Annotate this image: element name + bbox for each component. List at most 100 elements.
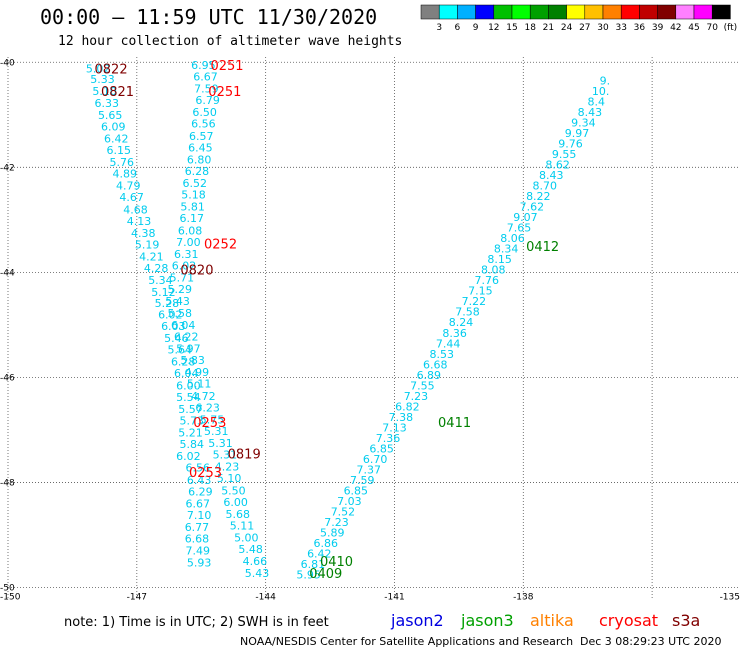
swh-value: 6.28 [185,165,210,178]
swh-value: 5.81 [180,201,205,214]
swh-value: 6.42 [307,547,332,560]
swh-value: 5.00 [234,532,259,545]
swh-value: 9.97 [565,127,590,140]
colorbar-swatch [639,4,658,20]
swh-value: 5.28 [155,297,180,310]
satellite-name: jason2 [390,611,444,630]
swh-value: 5.11 [230,520,255,533]
time-label: 0252 [204,237,237,252]
swh-value: 6.80 [187,153,212,166]
swh-value: 5.11 [187,378,212,391]
swh-value: 6.42 [104,132,129,145]
colorbar-label: 39 [652,23,664,33]
time-label: 0251 [210,59,243,74]
swh-value: 4.89 [113,168,138,181]
colorbar-label: 27 [579,23,590,33]
swh-value: 6.04 [174,367,199,380]
colorbar-label: 24 [561,23,573,33]
x-tick-label: -135 [720,592,740,602]
swh-value: 8.53 [429,348,454,361]
colorbar-label: 15 [506,23,517,33]
swh-value: 6.22 [174,330,199,343]
swh-value: 4.66 [243,555,268,568]
swh-value: 8.08 [481,264,506,277]
swh-value: 6.43 [187,474,212,487]
satellite-legend: jason2 jason3 altika cryosat s3a [390,611,700,630]
swh-value: 6.68 [185,533,210,546]
swh-value: 4.38 [131,227,156,240]
swh-value: 6.23 [195,401,220,414]
swh-value: 6.82 [395,400,420,413]
swh-value: 6.09 [101,120,126,133]
swh-value: 10. [592,85,610,98]
swh-value: 5.31 [213,449,238,462]
swh-value: 5.71 [170,272,195,285]
colorbar-label: 3 [436,23,442,33]
swh-value: 5.83 [180,354,205,367]
swh-value: 5.02 [86,63,111,76]
swh-value: 9. [600,75,611,88]
y-tick-label: -40 [0,58,15,68]
time-label: 0251 [208,85,241,100]
y-tick-label: -48 [0,478,15,488]
swh-value: 5.93 [187,556,212,569]
colorbar-swatch [511,4,531,20]
swh-value: 6.81 [301,558,326,571]
colorbar-swatch [602,4,622,20]
swh-value: 8.22 [526,190,551,203]
x-tick-label: -144 [255,592,276,602]
swh-value: 6.56 [191,118,216,131]
swh-value: 4.67 [119,191,144,204]
y-tick-label: -50 [0,583,15,593]
swh-value: 7.62 [520,201,545,214]
chart-title: 00:00 – 11:59 UTC 11/30/2020 [40,5,377,29]
swh-value: 7.13 [382,421,407,434]
swh-value: 5.29 [168,283,193,296]
swh-value: 6.02 [172,260,197,273]
swh-value: 7.55 [410,379,435,392]
time-label: 0412 [526,240,559,255]
swh-value: 5.64 [168,344,193,357]
swh-value: 7.58 [455,306,480,319]
swh-value: 7.76 [475,274,500,287]
swh-value: 6.03 [161,320,186,333]
x-tick-label: -147 [127,592,147,602]
swh-value: 5.76 [110,156,135,169]
swh-value: 7.36 [376,432,401,445]
satellite-name: s3a [672,611,700,630]
swh-value: 5.97 [176,343,201,356]
swh-value: 5.18 [181,189,206,202]
time-label: 0822 [95,63,128,78]
swh-value: 6.04 [171,319,196,332]
colorbar-label: (ft) [724,23,738,33]
colorbar-swatch [457,4,476,20]
swh-value: 9.76 [558,138,583,151]
swh-value: 5.21 [178,427,203,440]
colorbar-legend: 3 6 9 12 15 18 21 24 27 30 33 36 39 42 45 70 (ft) [420,4,738,33]
swh-value: 8.4 [588,96,606,109]
swh-value: 6.02 [176,450,201,463]
swh-value: 5.57 [178,403,203,416]
time-label: 0820 [180,264,213,279]
swh-value: 5.19 [135,239,160,252]
time-label: 0253 [189,466,222,481]
colorbar-swatch [493,4,513,20]
swh-value: 6.67 [193,70,218,83]
swh-value: 4.68 [123,203,148,216]
time-label: 0821 [101,85,134,100]
swh-value: 8.34 [494,243,519,256]
swh-value: 6.52 [183,177,208,190]
swh-value: 5.48 [238,543,263,556]
swh-value: 5.43 [165,295,190,308]
swh-value: 6.70 [363,453,388,466]
swh-value: 6.00 [223,496,248,509]
swh-value: 4.23 [215,461,240,474]
swh-value: 7.23 [324,516,349,529]
swh-value: 7.52 [331,505,356,518]
colorbar-label: 9 [473,23,479,33]
swh-value: 6.28 [171,356,196,369]
colorbar-label: 6 [455,23,461,33]
colorbar-label: 33 [615,23,626,33]
colorbar-label: 12 [488,23,499,33]
colorbar-swatch [438,4,458,20]
